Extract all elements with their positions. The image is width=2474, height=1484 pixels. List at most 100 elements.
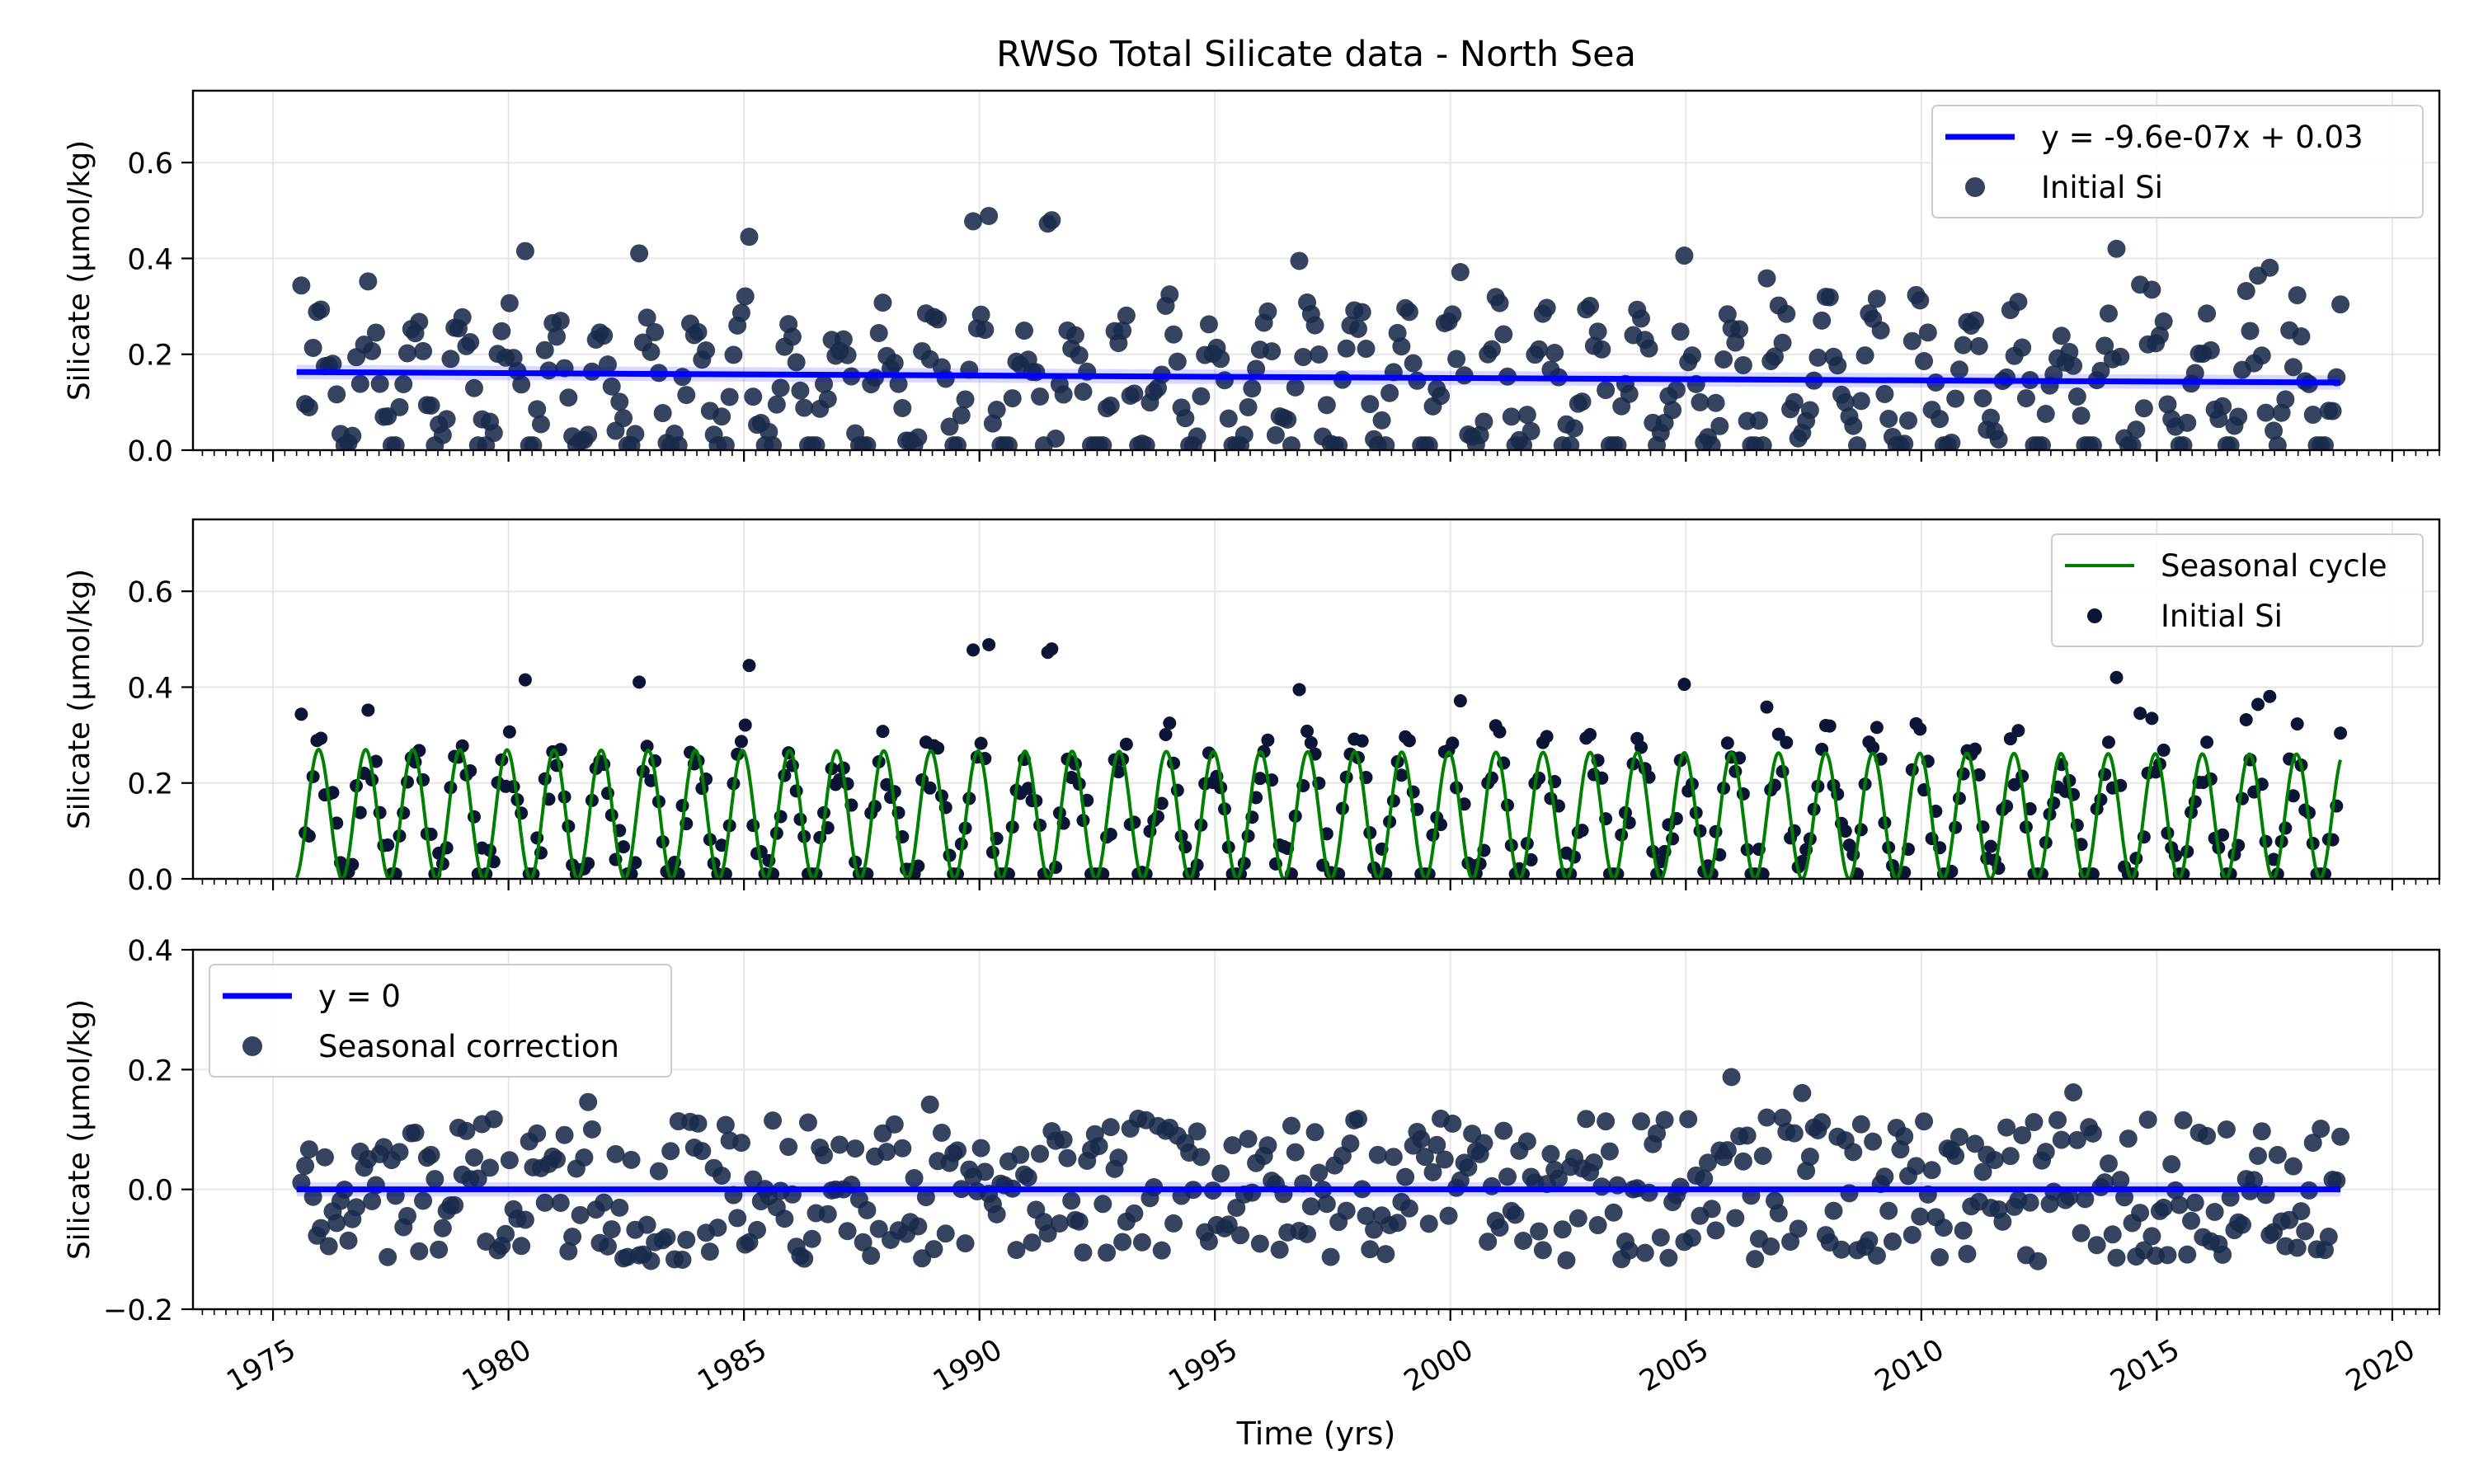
data-point [370, 374, 389, 393]
data-point [738, 718, 752, 732]
data-point [1989, 430, 2008, 449]
data-point [2029, 1252, 2048, 1270]
figure-title: RWSo Total Silicate data - North Sea [996, 34, 1636, 75]
data-point [2217, 1120, 2236, 1139]
data-point [1310, 345, 1329, 364]
data-point [2067, 387, 2086, 406]
data-point [2334, 726, 2348, 740]
data-point [716, 436, 735, 450]
data-point [1584, 1153, 1603, 1172]
plot-area [292, 206, 2350, 450]
data-point [815, 1146, 834, 1165]
data-point [1671, 322, 1690, 341]
data-point [548, 1150, 567, 1169]
data-point [869, 1219, 888, 1238]
data-point [1517, 1132, 1536, 1151]
data-point [1769, 1204, 1788, 1223]
data-point [909, 428, 928, 447]
data-point [1253, 772, 1267, 786]
data-point [916, 1188, 935, 1207]
data-point [1155, 796, 1169, 810]
data-point [909, 1217, 928, 1236]
data-point [410, 1242, 429, 1261]
data-point [2288, 286, 2307, 305]
data-point [1879, 1201, 1898, 1220]
data-point [1635, 1243, 1654, 1262]
data-point [1352, 303, 1371, 322]
data-point [1337, 1201, 1356, 1220]
data-point [1771, 727, 1785, 741]
data-point [1942, 433, 1961, 450]
data-point [1475, 412, 1493, 431]
data-point [2154, 312, 2173, 331]
data-point [1968, 742, 1982, 756]
data-point [1094, 436, 1112, 450]
legend-label: Initial Si [2041, 170, 2163, 205]
trend-line [296, 369, 2341, 386]
y-tick-label: 0.4 [127, 243, 173, 276]
data-point [531, 415, 550, 434]
data-point [1695, 1169, 1714, 1188]
data-point [1490, 1219, 1509, 1237]
data-point [1757, 269, 1776, 288]
data-point [2095, 336, 2114, 355]
data-point [834, 330, 853, 349]
data-point [1261, 733, 1275, 747]
data-point [1844, 1143, 1863, 1162]
data-point [924, 1240, 943, 1259]
data-point [528, 1124, 547, 1143]
data-point [858, 1200, 877, 1219]
data-point [1581, 297, 1600, 316]
data-point [1300, 724, 1315, 738]
data-point [1903, 331, 1921, 350]
data-point [363, 1192, 382, 1211]
data-point [1286, 378, 1305, 397]
data-point [1541, 1144, 1560, 1163]
data-point [677, 1230, 696, 1249]
data-point [1266, 425, 1285, 444]
data-point [595, 1193, 614, 1212]
data-point [1950, 360, 1968, 379]
data-point [1875, 1167, 1894, 1186]
data-point [1530, 340, 1549, 359]
data-point [2109, 670, 2124, 684]
legend: Seasonal cycle Initial Si [2051, 533, 2424, 647]
data-point [2256, 403, 2275, 422]
data-point [2013, 1125, 2032, 1144]
data-point [1514, 436, 1533, 450]
data-point [1290, 251, 1309, 270]
data-point [1785, 1124, 1804, 1143]
y-tick-label: 0.4 [127, 935, 173, 968]
data-point [1453, 694, 1467, 708]
data-point [1341, 1134, 1360, 1153]
data-point [1475, 1134, 1493, 1153]
data-point [1188, 1122, 1206, 1141]
data-point [1239, 1129, 1258, 1148]
data-point [1679, 1110, 1698, 1129]
data-point [1533, 1241, 1552, 1260]
legend-label: y = 0 [318, 979, 401, 1014]
data-point [1042, 211, 1061, 230]
data-point [1282, 1116, 1300, 1135]
data-point [1427, 1135, 1446, 1154]
data-point [1365, 1220, 1384, 1239]
data-point [1557, 1251, 1576, 1270]
data-point [1011, 1145, 1030, 1164]
data-point [1211, 350, 1230, 369]
data-point [2288, 1238, 2307, 1257]
y-tick-label: 0.2 [127, 340, 173, 373]
data-point [2303, 1134, 2322, 1153]
data-point [1136, 436, 1155, 450]
data-point [1838, 824, 1852, 838]
data-point [846, 1139, 865, 1158]
data-point [2198, 304, 2217, 323]
x-axis-label: Time (yrs) [1236, 1416, 1396, 1452]
data-point [1985, 1151, 2004, 1170]
data-point [303, 1187, 322, 1206]
data-point [1592, 340, 1611, 359]
data-point [457, 1121, 476, 1140]
data-point [1634, 740, 1649, 754]
data-point [361, 703, 375, 717]
data-point [535, 340, 554, 359]
data-point [312, 1219, 331, 1237]
